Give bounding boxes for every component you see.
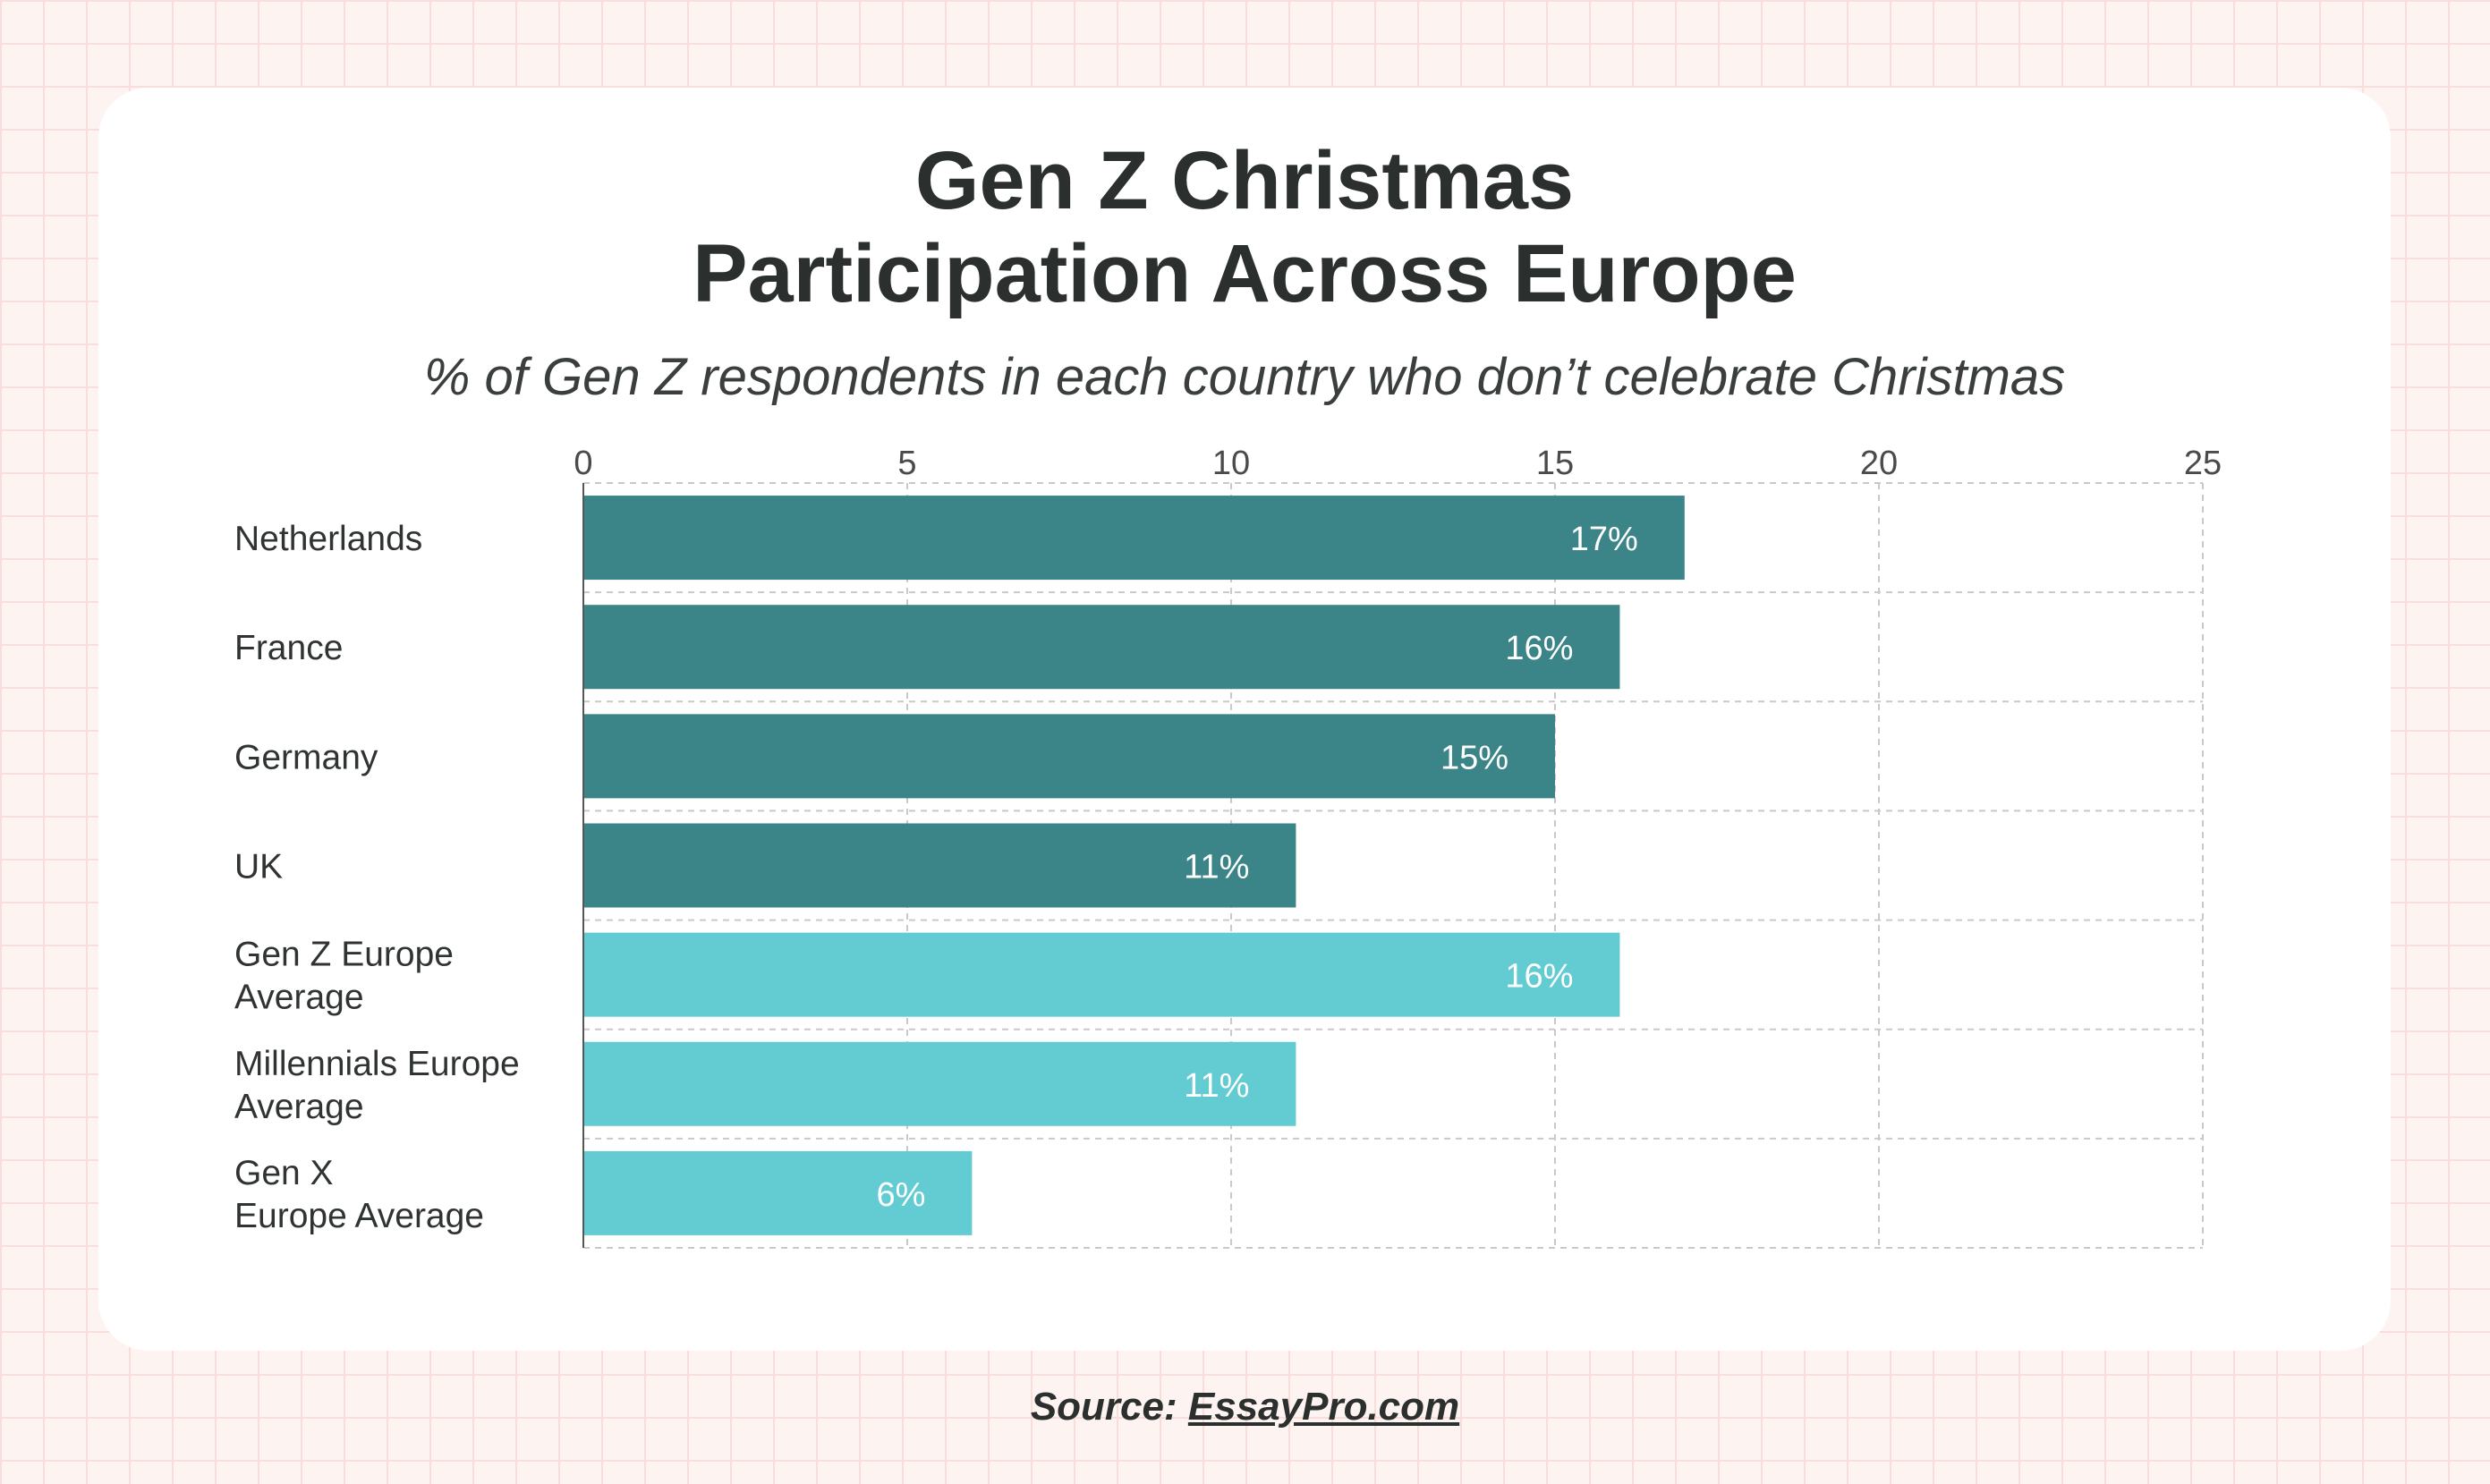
category-label: Gen X	[234, 1154, 334, 1192]
category-label: Germany	[234, 738, 378, 776]
category-label: Millennials Europe	[234, 1045, 520, 1083]
category-label: France	[234, 629, 343, 667]
bar-value-label: 11%	[1184, 1067, 1249, 1105]
x-tick-label: 10	[1212, 445, 1250, 482]
x-tick-label: 20	[1860, 445, 1898, 482]
x-tick-label: 15	[1536, 445, 1574, 482]
bar-value-label: 16%	[1505, 958, 1573, 996]
bar-value-label: 6%	[876, 1176, 925, 1214]
category-label: Average	[234, 979, 364, 1017]
source-line: Source: EssayPro.com	[0, 1385, 2490, 1429]
category-label: Average	[234, 1088, 364, 1126]
bar	[583, 1041, 1296, 1126]
chart-title: Gen Z Christmas Participation Across Eur…	[98, 134, 2391, 320]
chart-subtitle: % of Gen Z respondents in each country w…	[423, 348, 2066, 406]
bar	[583, 1150, 973, 1235]
category-label: Netherlands	[234, 520, 422, 558]
title-line-2: Participation Across Europe	[693, 228, 1797, 319]
bar	[583, 605, 1620, 690]
bar	[583, 932, 1620, 1017]
bar	[583, 714, 1555, 799]
category-label: Gen Z Europe	[234, 936, 454, 974]
x-tick-label: 25	[2184, 445, 2222, 482]
source-link[interactable]: EssayPro.com	[1187, 1385, 1460, 1429]
category-label: UK	[234, 848, 283, 886]
x-tick-label: 5	[897, 445, 916, 482]
category-label: Europe Average	[234, 1197, 484, 1235]
bar-value-label: 15%	[1440, 739, 1508, 776]
x-tick-label: 0	[574, 445, 592, 482]
bar-value-label: 16%	[1505, 630, 1573, 667]
bar-value-label: 11%	[1184, 849, 1249, 886]
title-line-1: Gen Z Christmas	[914, 135, 1575, 226]
bar	[583, 496, 1685, 581]
bar-value-label: 17%	[1570, 521, 1638, 558]
bar	[583, 823, 1296, 908]
source-prefix: Source:	[1030, 1385, 1188, 1429]
